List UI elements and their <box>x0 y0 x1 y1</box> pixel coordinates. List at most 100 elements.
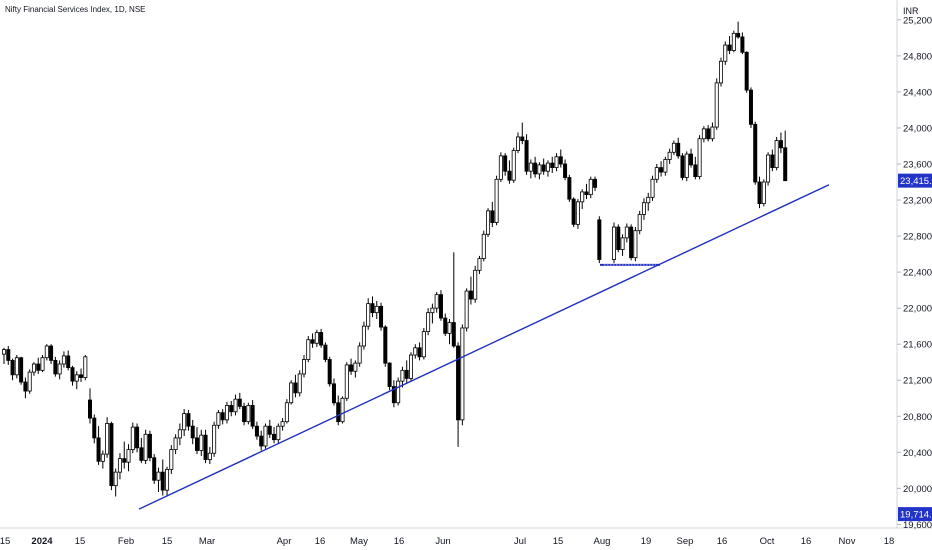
candle <box>558 149 563 168</box>
candle <box>766 152 771 186</box>
candle <box>468 276 473 305</box>
time-tick-label: Mar <box>199 536 215 547</box>
candle-body-down <box>36 363 41 371</box>
candle <box>366 298 371 330</box>
candle <box>701 126 706 143</box>
candle-body-up <box>624 226 629 239</box>
candle <box>520 122 525 145</box>
candle-body-down <box>417 347 422 358</box>
candle-body-down <box>770 154 775 168</box>
candle <box>391 380 396 408</box>
candle <box>667 148 672 164</box>
candle <box>152 454 157 484</box>
time-tick-label: Jul <box>514 536 526 547</box>
candle-body-down <box>550 162 555 168</box>
time-axis[interactable]: 15 2024 15 Feb 15 Mar Apr 16 May 16 Jun Jul 15 Aug 19 S… <box>0 536 894 547</box>
candle <box>100 450 105 469</box>
candle-body-up <box>27 371 32 392</box>
candle <box>220 409 225 425</box>
candle <box>567 174 572 202</box>
candle-body-up <box>169 449 174 470</box>
candle <box>554 153 559 172</box>
candle-body-down <box>391 386 396 404</box>
candle-body-up <box>374 305 379 314</box>
candle-body-down <box>147 433 152 459</box>
candle <box>36 357 41 374</box>
candle-body-down <box>740 36 745 53</box>
candle-body-up <box>165 469 170 491</box>
candle <box>190 419 195 445</box>
candle <box>143 429 148 465</box>
candle <box>49 344 54 365</box>
candle <box>723 41 728 65</box>
candle-body-down <box>237 398 242 407</box>
candle <box>486 208 491 237</box>
time-tick-label: Jun <box>435 536 450 547</box>
candle-body-up <box>233 398 238 413</box>
candle-body-down <box>659 167 664 173</box>
candle-body-down <box>520 136 525 141</box>
candle <box>537 162 542 180</box>
candle-body-down <box>689 153 694 166</box>
candle <box>254 421 259 440</box>
candle-body-up <box>130 426 135 451</box>
candle-body-down <box>92 417 97 439</box>
price-tick-label: 20,000.00 <box>903 484 932 495</box>
candle <box>748 87 753 128</box>
candle-body-up <box>481 233 486 259</box>
candle-body-down <box>122 458 127 463</box>
candle-body-down <box>629 226 634 259</box>
candle-body-up <box>224 405 229 421</box>
candle-body-up <box>766 154 771 183</box>
candle <box>126 444 131 472</box>
candle <box>753 121 758 185</box>
price-tick-label: 24,400.00 <box>903 87 932 98</box>
candle-body-up <box>57 363 62 375</box>
candle <box>736 21 741 39</box>
candle-body-up <box>297 373 302 394</box>
price-tick-label: 24,800.00 <box>903 51 932 62</box>
price-axis[interactable]: 25,200.00 24,800.00 24,400.00 24,000.00 23,6… <box>897 15 932 531</box>
candle-body-down <box>203 434 208 460</box>
candle-body-down <box>593 178 598 188</box>
chart-title: Nifty Financial Services Index, 1D, NSE <box>5 5 146 14</box>
candle-body-down <box>220 412 225 421</box>
time-tick-label: 16 <box>394 536 405 547</box>
candle-body-down <box>186 413 191 427</box>
candle <box>616 224 621 253</box>
candle <box>541 158 546 175</box>
candle <box>224 401 229 424</box>
candle <box>233 394 238 416</box>
candle-body-up <box>284 402 289 423</box>
candle <box>79 368 84 383</box>
candle-body-down <box>272 433 277 441</box>
candle-body-down <box>152 457 157 481</box>
candle-body-down <box>744 51 749 91</box>
candle <box>74 371 79 390</box>
candle-body-down <box>70 367 75 382</box>
candle <box>96 426 101 465</box>
candle <box>404 360 409 383</box>
candle <box>507 160 512 184</box>
candle-body-up <box>473 269 478 300</box>
candle-body-down <box>524 140 529 172</box>
candle <box>130 422 135 454</box>
candle <box>263 423 268 449</box>
candle <box>710 122 715 142</box>
candle-body-up <box>44 345 49 359</box>
candle-body-up <box>684 153 689 178</box>
candle <box>10 358 15 381</box>
candle <box>70 365 75 386</box>
time-tick-label: Apr <box>277 536 292 547</box>
support-trendline[interactable] <box>138 184 830 510</box>
candle <box>276 423 281 444</box>
candle-body-down <box>757 181 762 205</box>
candle <box>719 57 724 87</box>
candle-body-down <box>88 399 93 419</box>
candle-body-up <box>207 452 212 460</box>
candle-body-down <box>66 355 71 369</box>
candle <box>524 134 529 175</box>
candle-body-up <box>498 155 503 180</box>
candle-body-up <box>126 449 131 463</box>
candle-body-down <box>349 364 354 372</box>
